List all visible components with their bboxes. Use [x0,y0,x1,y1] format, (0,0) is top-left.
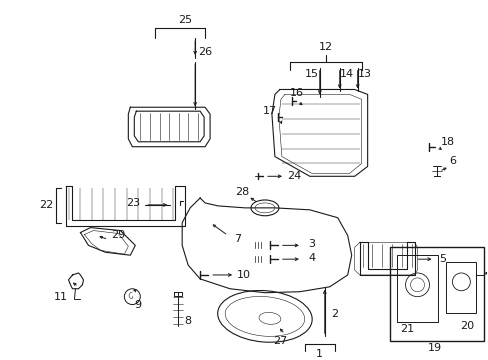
Text: 5: 5 [438,254,445,264]
Text: 13: 13 [357,69,371,79]
Text: 9: 9 [135,300,142,310]
Text: 12: 12 [318,42,332,52]
Text: 11: 11 [53,292,67,302]
Text: 28: 28 [234,187,248,197]
Text: 18: 18 [440,137,453,147]
Bar [389,247,483,341]
Text: 6: 6 [448,157,455,166]
Text: 16: 16 [289,89,303,98]
Text: 24: 24 [286,171,301,181]
Text: 23: 23 [126,198,140,208]
Text: 15: 15 [304,69,318,79]
Bar [446,262,475,314]
Text: 25: 25 [178,15,192,26]
Text: 29: 29 [111,230,125,240]
Text: 8: 8 [184,316,191,326]
Text: 19: 19 [427,343,441,353]
Text: 22: 22 [40,200,54,210]
Text: 3: 3 [307,239,315,249]
Text: 17: 17 [263,106,276,116]
Text: 2: 2 [330,309,338,319]
Text: 26: 26 [198,47,212,57]
Text: 27: 27 [272,336,286,346]
Text: 7: 7 [234,234,241,244]
Text: 4: 4 [307,253,315,263]
Text: 20: 20 [459,321,473,331]
Text: 21: 21 [400,324,414,334]
Text: 10: 10 [237,270,250,280]
Text: 14: 14 [339,69,353,79]
Text: 1: 1 [316,349,323,359]
Bar [396,255,438,322]
